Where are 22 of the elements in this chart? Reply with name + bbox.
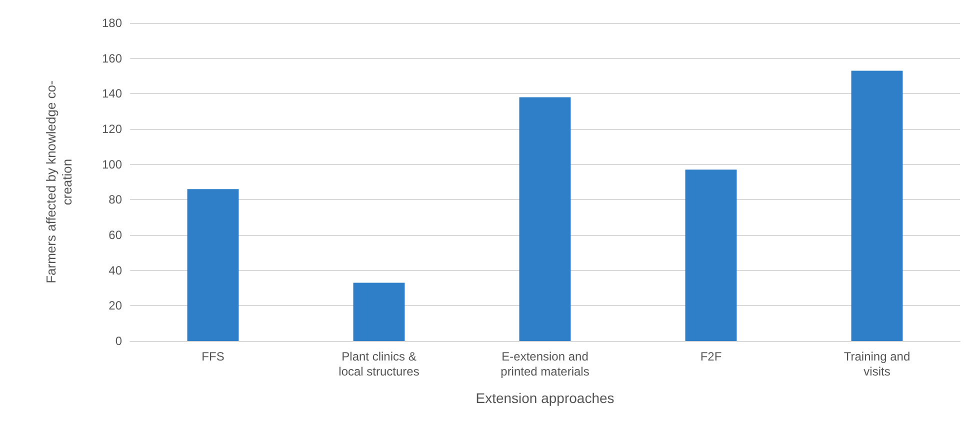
y-tick-label: 60 [108, 228, 122, 242]
x-tick-label: Training and visits [844, 350, 910, 378]
y-axis-title: Farmers affected by knowledge co- creation [44, 80, 74, 284]
x-tick-label: FFS [202, 350, 224, 364]
y-tick-label: 0 [115, 334, 122, 348]
y-tick-label: 160 [102, 51, 122, 66]
y-tick-label: 40 [108, 263, 122, 278]
bar [685, 170, 737, 341]
x-tick-label: E-extension and printed materials [500, 350, 590, 378]
y-tick-label: 80 [108, 192, 122, 207]
x-axis-title: Extension approaches [476, 390, 614, 406]
bar [353, 282, 405, 341]
y-tick-label: 180 [102, 16, 122, 30]
x-tick-label: Plant clinics & local structures [338, 350, 420, 378]
bar [519, 97, 571, 341]
y-tick-label: 20 [108, 298, 122, 313]
bar [187, 189, 239, 341]
x-tick-label: F2F [700, 350, 722, 364]
bar [851, 70, 903, 341]
y-tick-label: 100 [102, 157, 122, 172]
y-tick-label: 140 [102, 86, 122, 101]
y-tick-label: 120 [102, 122, 122, 136]
